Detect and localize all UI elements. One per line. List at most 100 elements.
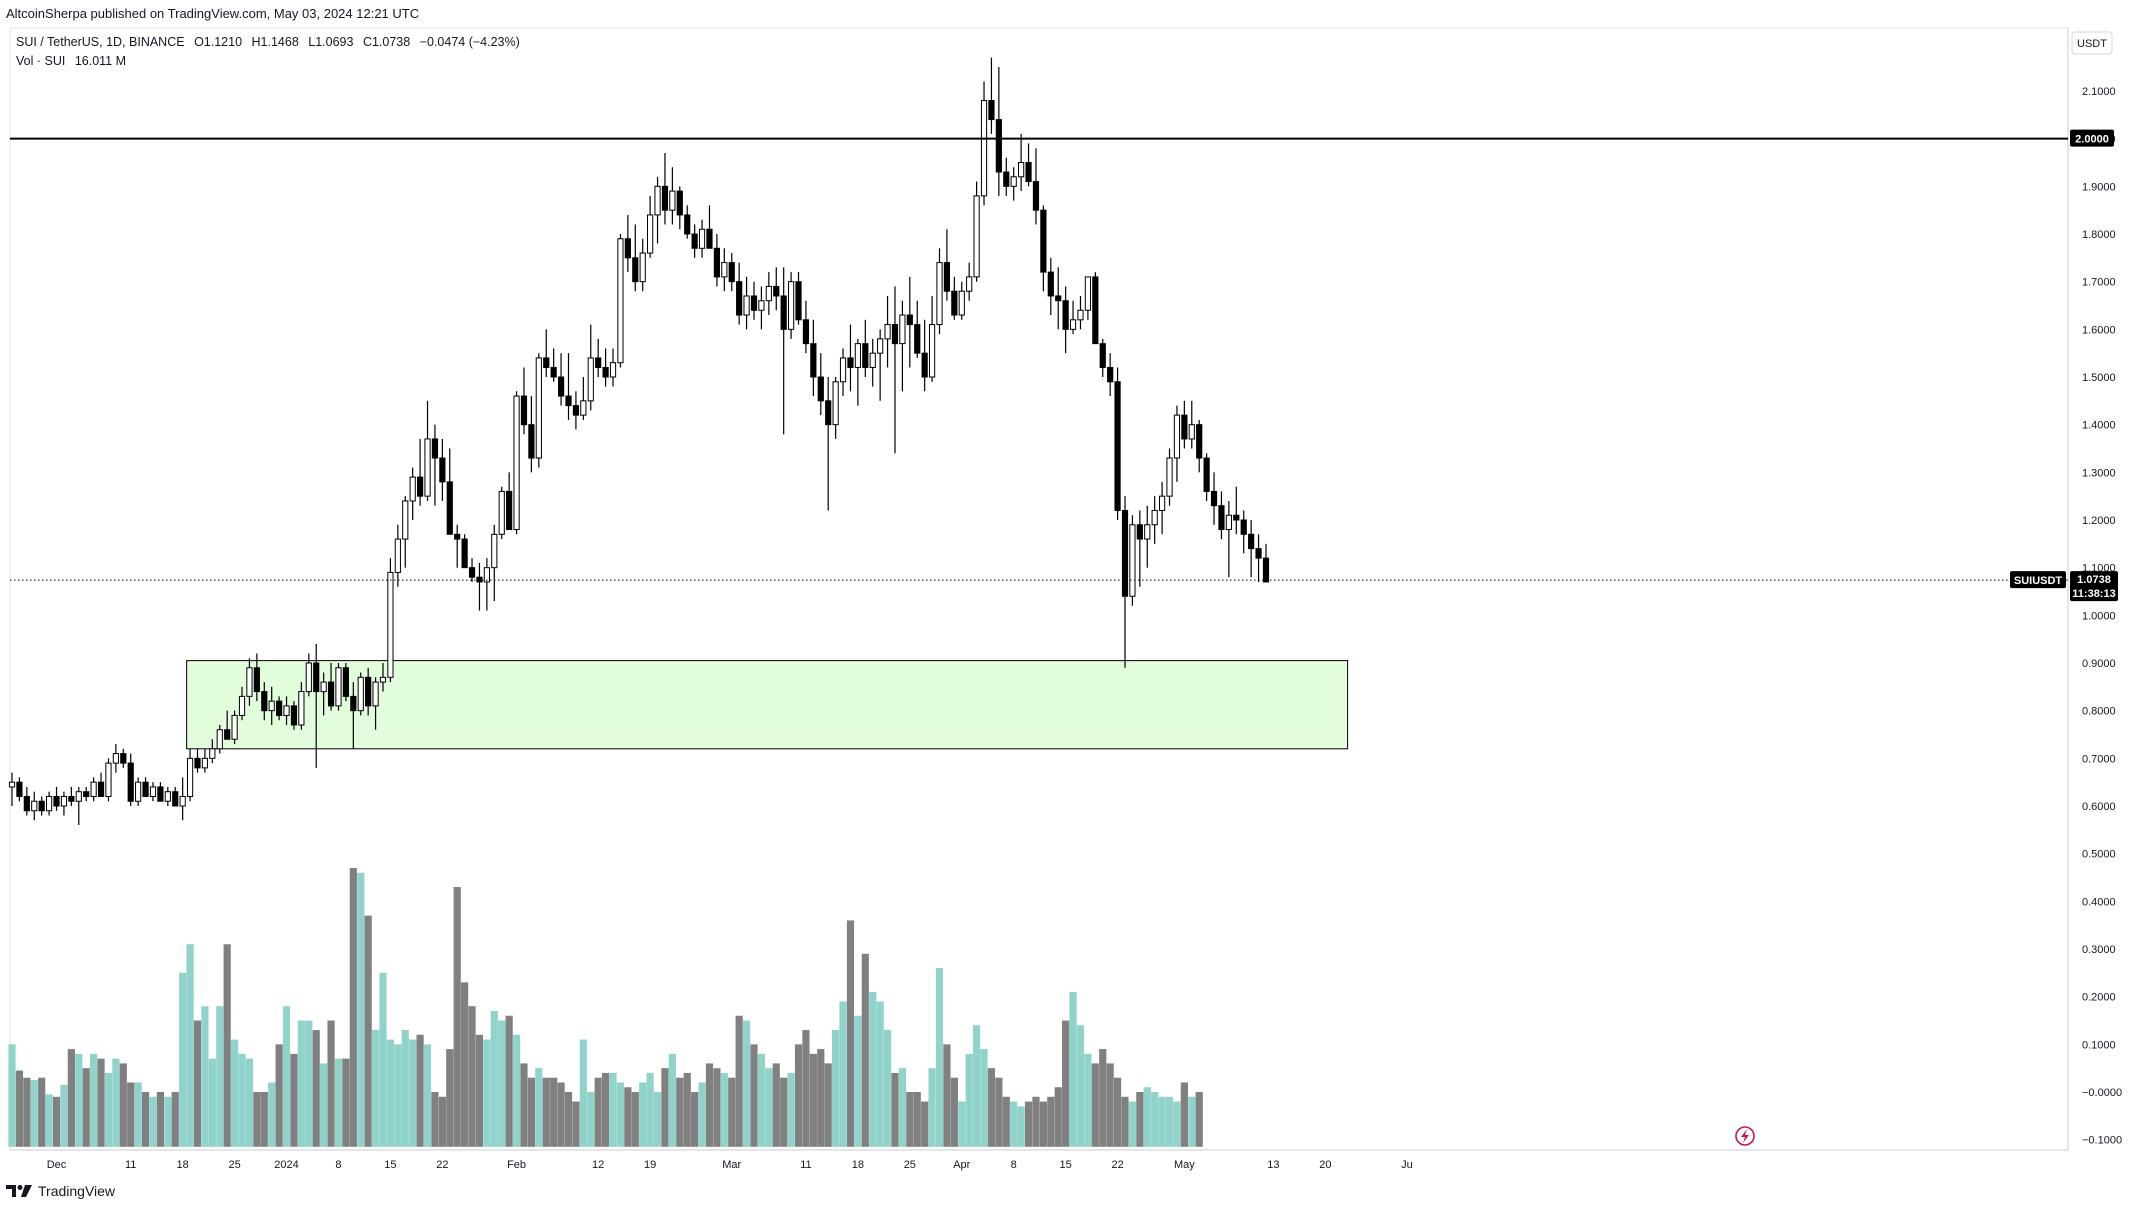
- volume-bar: [757, 1053, 766, 1147]
- candle-body: [654, 185, 661, 216]
- candle: [342, 663, 349, 702]
- demand-zone[interactable]: [186, 660, 1349, 750]
- time-tick-label: 25: [228, 1159, 240, 1171]
- currency-button[interactable]: [2071, 31, 2113, 55]
- candle: [127, 753, 134, 806]
- candle-body: [750, 295, 758, 311]
- candle-body: [350, 695, 357, 712]
- volume-row: Vol · SUI 16.011 M: [16, 52, 526, 71]
- price-tick-label: 1.7000: [2082, 277, 2116, 289]
- candle: [639, 238, 646, 292]
- price-tick-label: 0.7000: [2082, 753, 2116, 765]
- price-tick-label: 0.5000: [2082, 849, 2116, 861]
- candle: [802, 300, 810, 354]
- footer-brand-text: TradingView: [38, 1183, 116, 1199]
- volume-bar: [913, 1092, 921, 1147]
- volume-label[interactable]: Vol · SUI: [16, 54, 66, 68]
- volume-bar: [535, 1068, 543, 1147]
- candle-body: [595, 357, 602, 368]
- candle: [261, 682, 268, 721]
- high-value: H1.1468: [251, 35, 299, 49]
- candle-body: [966, 276, 973, 292]
- volume-bar: [631, 1092, 639, 1147]
- price-tick-label: 1.0000: [2082, 610, 2116, 622]
- lightning-alert-icon[interactable]: [1735, 1126, 1755, 1146]
- candle-body: [1040, 209, 1047, 273]
- candle: [1159, 481, 1166, 535]
- candle-body: [68, 795, 75, 802]
- candle: [194, 748, 201, 773]
- candle: [506, 472, 513, 531]
- candle: [1218, 491, 1225, 540]
- candle: [379, 663, 387, 692]
- candle: [1003, 157, 1010, 196]
- candle-body: [179, 795, 186, 807]
- candle-body: [372, 681, 379, 707]
- volume-bar: [772, 1063, 780, 1147]
- footer-brand[interactable]: TradingView: [6, 1183, 115, 1199]
- symbol-name[interactable]: SUI / TetherUS, 1D, BINANCE: [16, 35, 185, 49]
- candle: [832, 377, 839, 439]
- candle-body: [914, 324, 921, 354]
- price-tick-label: 2.1000: [2082, 86, 2116, 98]
- horizontal-level-line[interactable]: [10, 137, 2068, 581]
- volume-bar: [290, 1053, 298, 1147]
- time-axis[interactable]: Dec 11 18 25 2024 8 15 22 Feb 12 19 Mar 11 18 25 Apr 8 15…: [47, 1159, 1413, 1171]
- volume-bar: [906, 1092, 914, 1147]
- candle: [1151, 496, 1158, 544]
- candle: [995, 67, 1002, 196]
- candle: [862, 319, 869, 377]
- candle-body: [647, 214, 654, 254]
- candle: [758, 286, 765, 330]
- volume-bar: [728, 1077, 736, 1147]
- volume-bar: [987, 1068, 996, 1147]
- candle-body: [431, 438, 439, 459]
- candle-body: [1151, 509, 1158, 526]
- candle-body: [758, 300, 765, 311]
- candle: [706, 205, 713, 249]
- price-tick-label: 1.8000: [2082, 229, 2116, 241]
- time-tick-label: May: [1174, 1159, 1195, 1171]
- chart-frame: [9, 27, 2069, 1151]
- candle-body: [498, 490, 505, 535]
- candle-body: [417, 476, 424, 497]
- volume-bar: [1180, 1082, 1188, 1147]
- volume-bar: [127, 1082, 135, 1147]
- volume-bar: [1106, 1063, 1114, 1147]
- candle-body: [721, 262, 728, 278]
- candle: [825, 377, 832, 511]
- candle-body: [1062, 300, 1069, 330]
- candle-body: [817, 376, 824, 402]
- volume-bar: [787, 1072, 795, 1147]
- candle: [780, 267, 787, 435]
- volume-bar: [223, 944, 231, 1147]
- volume-bar: [780, 1077, 788, 1147]
- candle: [647, 195, 654, 258]
- volume-bar: [30, 1080, 38, 1147]
- candle: [1040, 205, 1047, 292]
- candle-body: [1166, 457, 1173, 497]
- candle-body: [951, 290, 958, 316]
- candle: [1099, 338, 1106, 377]
- candle: [676, 186, 683, 230]
- candle-body: [290, 705, 298, 726]
- price-tick-label: 1.9000: [2082, 181, 2116, 193]
- candle: [283, 696, 290, 725]
- candle: [557, 353, 565, 406]
- price-axis[interactable]: 2.10002.00001.90001.80001.70001.60001.50…: [2082, 86, 2122, 1147]
- demand-zone-rect[interactable]: [186, 660, 1349, 750]
- candle-body: [506, 490, 513, 531]
- candle-body: [231, 714, 238, 740]
- candle-body: [246, 667, 253, 697]
- candle: [446, 448, 453, 535]
- candle: [550, 348, 557, 382]
- candle-body: [802, 319, 810, 345]
- candle-body: [1010, 176, 1017, 187]
- candle-body: [483, 567, 490, 583]
- candle-body: [491, 533, 498, 569]
- candle-body: [209, 748, 216, 759]
- time-tick-label: 18: [177, 1159, 189, 1171]
- candle: [669, 167, 676, 225]
- volume-bar: [854, 1015, 862, 1147]
